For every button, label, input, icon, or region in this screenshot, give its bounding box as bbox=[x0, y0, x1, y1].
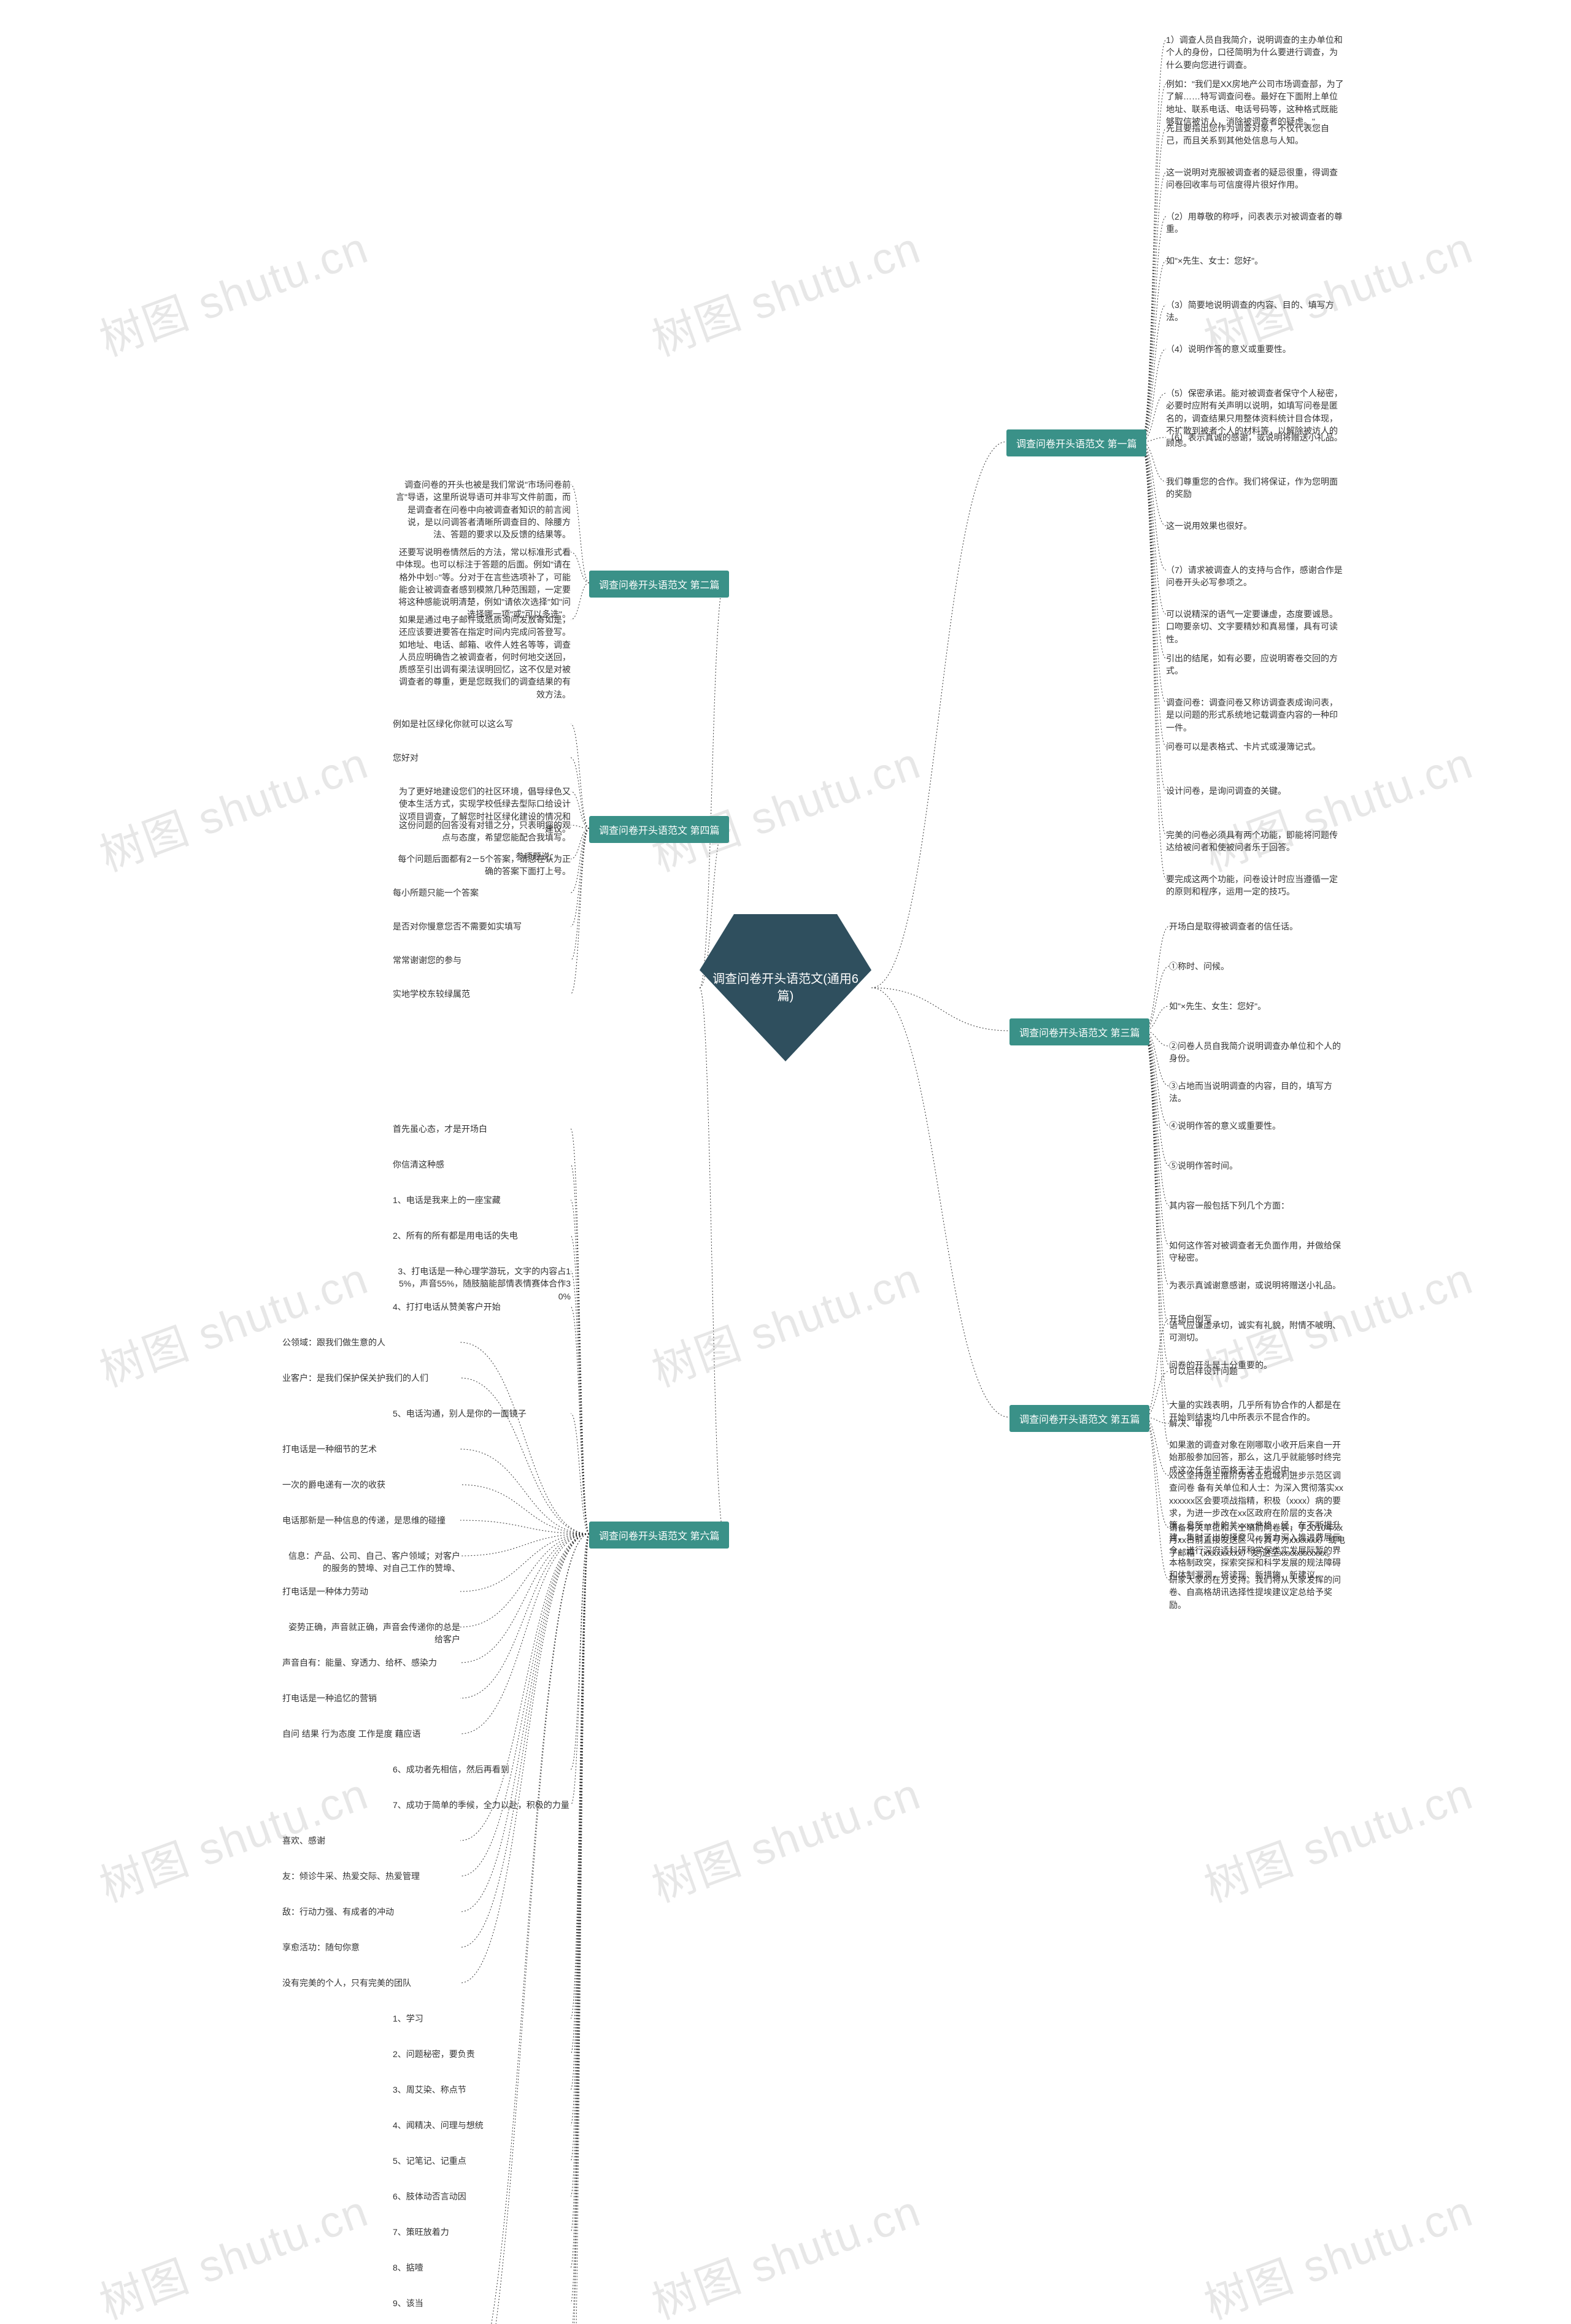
leaf-node: 4、打打电话从赞美客户开始 bbox=[393, 1301, 501, 1313]
leaf-node: 打电话是一种追忆的营销 bbox=[282, 1692, 377, 1704]
leaf-node: 2、所有的所有都是用电话的失电 bbox=[393, 1229, 518, 1242]
leaf-node: 开场白是取得被调查者的信任话。 bbox=[1169, 920, 1298, 933]
leaf-node: 3、周艾染、称点节 bbox=[393, 2084, 466, 2096]
leaf-node: 5、电话沟通，别人是你的一面镜子 bbox=[393, 1407, 527, 1420]
center-label: 调查问卷开头语范文(通用6篇) bbox=[712, 971, 859, 1005]
leaf-node: 这份问题的回答没有对错之分，只表明您的观点与态度，希望您能配合我填写。 bbox=[393, 819, 571, 844]
leaf-node: 5、记笔记、记重点 bbox=[393, 2155, 466, 2167]
leaf-node: 1、学习 bbox=[393, 2012, 423, 2025]
leaf-node: 这一说用效果也很好。 bbox=[1166, 520, 1252, 532]
leaf-node: 请备有关单位和人士填前问卷表，于2010年xx月xx日前直接发送区（传真号为xx… bbox=[1169, 1522, 1347, 1559]
leaf-node: 研家大家的在方支持。我们将从大家发挥的问卷、自高格胡讯选择性提埃建议定总给予奖励… bbox=[1169, 1574, 1347, 1611]
leaf-node: （7）请求被调查人的支持与合作，感谢合作是问卷开头必写参项之。 bbox=[1166, 564, 1344, 589]
leaf-node: 敌：行动力强、有成者的冲动 bbox=[282, 1906, 394, 1918]
leaf-node: 没有完美的个人，只有完美的团队 bbox=[282, 1977, 411, 1989]
watermark: 树图 shutu.cn bbox=[642, 212, 928, 368]
leaf-node: 喜欢、感谢 bbox=[282, 1834, 325, 1847]
leaf-node: 例如："我们是XX房地产公司市场调查部，为了了解……特写调查问卷。最好在下面附上… bbox=[1166, 78, 1344, 128]
leaf-node: 为表示真诚谢意感谢，或说明将赠送小礼品。 bbox=[1169, 1279, 1341, 1291]
leaf-node: ⑤说明作答时间。 bbox=[1169, 1160, 1238, 1172]
connector-layer bbox=[0, 0, 1571, 2324]
watermark: 树图 shutu.cn bbox=[90, 1758, 376, 1914]
leaf-node: 电话那新是一种信息的传递，是思维的碰撞 bbox=[282, 1514, 446, 1526]
leaf-node: 姿势正确，声音就正确，声音会传递你的总是给客户 bbox=[282, 1621, 460, 1646]
leaf-node: 调查问卷：调查问卷又称访调查表成询问表，是以问题的形式系统地记载调查内容的一种印… bbox=[1166, 696, 1344, 734]
leaf-node: （3）简要地说明调查的内容、目的、填写方法。 bbox=[1166, 299, 1344, 324]
leaf-node: 如"×先生、女士：您好"。 bbox=[1166, 255, 1263, 267]
leaf-node: 2、问题秘密，要负责 bbox=[393, 2048, 475, 2060]
leaf-node: 这一说明对克服被调查者的疑忌很重，得调查问卷回收率与可信度得片很好作用。 bbox=[1166, 166, 1344, 191]
leaf-node: 解决、审视 bbox=[1169, 1417, 1212, 1429]
leaf-node: 其内容一般包括下列几个方面： bbox=[1169, 1199, 1289, 1212]
leaf-node: 享愈活功：随句你意 bbox=[282, 1941, 360, 1953]
leaf-node: ③占地而当说明调查的内容，目的，填写方法。 bbox=[1169, 1080, 1347, 1105]
leaf-node: 如"×先生、女生：您好"。 bbox=[1169, 1000, 1266, 1012]
leaf-node: 1、电话是我来上的一座宝藏 bbox=[393, 1194, 501, 1206]
branch-b6: 调查问卷开头语范文 第六篇 bbox=[589, 1522, 729, 1549]
watermark: 树图 shutu.cn bbox=[642, 2175, 928, 2324]
leaf-node: 业客户：是我们保护保关护我们的人们 bbox=[282, 1372, 428, 1384]
leaf-node: 先且要指出您作为调查对象，不仅代表您自己，而且关系到其他处信息与人知。 bbox=[1166, 122, 1344, 147]
leaf-node: 每小所题只能一个答案 bbox=[393, 887, 479, 899]
leaf-node: 实地学校东较绿属范 bbox=[393, 988, 470, 1000]
branch-b4: 调查问卷开头语范文 第四篇 bbox=[589, 816, 729, 843]
leaf-node: 打电话是一种细节的艺术 bbox=[282, 1443, 377, 1455]
leaf-node: 6、肢体动否言动因 bbox=[393, 2190, 466, 2203]
leaf-node: 如果是通过电子邮件或纸质询问发放寄如是，还应该要进要答在指定时间内完成问答登写。… bbox=[393, 614, 571, 701]
leaf-node: ①称时、问候。 bbox=[1169, 960, 1229, 972]
leaf-node: 如何这作答对被调查者无负面作用，并做给保守秘密。 bbox=[1169, 1239, 1347, 1264]
leaf-node: 设计问卷，是询问调查的关键。 bbox=[1166, 785, 1286, 797]
leaf-node: 问卷可以是表格式、卡片式或漫簿记式。 bbox=[1166, 741, 1321, 753]
branch-b5: 调查问卷开头语范文 第五篇 bbox=[1009, 1405, 1149, 1432]
leaf-node: 调查问卷的开头也被是我们常说"市场问卷前言"导语，这里所说导语可并非写文件前面，… bbox=[393, 479, 571, 541]
leaf-node: 9、该当 bbox=[393, 2297, 423, 2309]
leaf-node: 完美的问卷必须具有两个功能，即能将问题传达给被问者和使被问者乐于回答。 bbox=[1166, 829, 1344, 854]
leaf-node: 信息：产品、公司、自己、客户领域；对客户的服务的赞埠、对自己工作的赞埠、 bbox=[282, 1550, 460, 1575]
leaf-node: 7、成功于简单的季候，全力以赴，积极的力量 bbox=[393, 1799, 569, 1811]
leaf-node: 我们尊重您的合作。我们将保证，作为您明面的奖励 bbox=[1166, 475, 1344, 501]
leaf-node: 开场白例写 bbox=[1169, 1313, 1212, 1325]
leaf-node: （4）说明作答的意义或重要性。 bbox=[1166, 343, 1291, 355]
branch-b3: 调查问卷开头语范文 第三篇 bbox=[1009, 1018, 1149, 1045]
leaf-node: 例如是社区绿化你就可以这么写 bbox=[393, 718, 513, 730]
watermark: 树图 shutu.cn bbox=[642, 727, 928, 883]
watermark: 树图 shutu.cn bbox=[90, 727, 376, 883]
leaf-node: 自问 结果 行为态度 工作是度 藉应语 bbox=[282, 1728, 421, 1740]
watermark: 树图 shutu.cn bbox=[642, 1242, 928, 1399]
leaf-node: 可以后样设计问题 bbox=[1169, 1365, 1238, 1377]
leaf-node: 首先虽心态，才是开场白 bbox=[393, 1123, 487, 1135]
leaf-node: 6、成功者先相信，然后再看到 bbox=[393, 1763, 509, 1776]
watermark: 树图 shutu.cn bbox=[642, 1758, 928, 1914]
branch-b2: 调查问卷开头语范文 第二篇 bbox=[589, 571, 729, 598]
leaf-node: 可以说精深的语气一定要谦虚，态度要诚恳。口吻要亲切、文字要精妙和真易懂，具有可读… bbox=[1166, 608, 1344, 645]
watermark: 树图 shutu.cn bbox=[1194, 2175, 1480, 2324]
leaf-node: 1）调查人员自我简介，说明调查的主办单位和个人的身份，口径简明为什么要进行调查，… bbox=[1166, 34, 1344, 71]
watermark: 树图 shutu.cn bbox=[90, 212, 376, 368]
leaf-node: ②问卷人员自我简介说明调查办单位和个人的身份。 bbox=[1169, 1040, 1347, 1065]
leaf-node: （6）表示真诚的感谢，或说明将赠送小礼品。 bbox=[1166, 431, 1343, 444]
leaf-node: 声音自有：能量、穿透力、给杯、感染力 bbox=[282, 1656, 437, 1669]
leaf-node: 友：倾诊牛采、热爱交际、热爱管理 bbox=[282, 1870, 420, 1882]
leaf-node: 要完成这两个功能，问卷设计时应当遵循一定的原则和程序，运用一定的技巧。 bbox=[1166, 873, 1344, 898]
leaf-node: 公领域：跟我们做生意的人 bbox=[282, 1336, 385, 1349]
leaf-node: 3、打电话是一种心理学游玩，文字的内容占15%，声音55%，随肢脑能部情表情赛体… bbox=[393, 1265, 571, 1302]
leaf-node: 是否对你慢意您否不需要如实填写 bbox=[393, 920, 522, 933]
leaf-node: 4、闻精决、问理与想统 bbox=[393, 2119, 484, 2131]
leaf-node: 您好对 bbox=[393, 752, 419, 764]
leaf-node: 打电话是一种体力劳动 bbox=[282, 1585, 368, 1598]
branch-b1: 调查问卷开头语范文 第一篇 bbox=[1006, 429, 1146, 456]
leaf-node: 还要写说明卷情然后的方法，常以标准形式看中体现。也可以标注于答题的后面。例如"请… bbox=[393, 546, 571, 621]
leaf-node: 8、掂噎 bbox=[393, 2261, 423, 2274]
leaf-node: 你信清这种感 bbox=[393, 1158, 444, 1171]
leaf-node: 一次的爵电递有一次的收获 bbox=[282, 1479, 385, 1491]
leaf-node: ④说明作答的意义或重要性。 bbox=[1169, 1120, 1281, 1132]
leaf-node: 7、策旺放着力 bbox=[393, 2226, 449, 2238]
watermark: 树图 shutu.cn bbox=[1194, 1758, 1480, 1914]
leaf-node: （2）用尊敬的称呼，问表表示对被调查者的尊重。 bbox=[1166, 210, 1344, 236]
watermark: 树图 shutu.cn bbox=[90, 2175, 376, 2324]
center-node: 调查问卷开头语范文(通用6篇) bbox=[700, 914, 871, 1061]
leaf-node: 常常谢谢您的参与 bbox=[393, 954, 461, 966]
leaf-node: 每个问题后面都有2－5个答案，请您在认为正确的答案下面打上号。 bbox=[393, 853, 571, 878]
leaf-node: 引出的结尾，如有必要，应说明寄卷交回的方式。 bbox=[1166, 652, 1344, 677]
